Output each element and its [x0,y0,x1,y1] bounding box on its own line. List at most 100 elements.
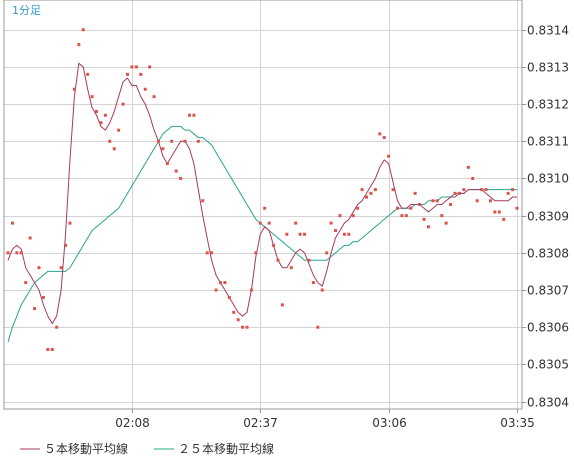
y-tick-label: 0.8305 [527,358,569,372]
price-point [511,188,515,192]
y-tick-label: 0.8304 [527,396,569,410]
price-point [431,199,435,203]
price-point [342,232,346,236]
price-point [95,110,99,114]
ma5-line [7,62,517,325]
price-point [356,206,360,210]
price-point [90,95,94,99]
legend: ５本移動平均線 ２５本移動平均線 [20,441,274,456]
price-point [68,221,72,225]
price-point [223,281,227,285]
price-point [347,232,351,236]
price-point [391,188,395,192]
price-point [334,229,338,233]
price-point [152,95,156,99]
price-point [241,325,245,329]
price-point [471,176,475,180]
ma25-layer [7,125,517,343]
y-tick-label: 0.8307 [527,284,569,298]
price-point [10,221,14,225]
chart-title: 1分足 [12,4,41,17]
price-point [338,214,342,218]
price-point [6,251,10,255]
y-tick-label: 0.8311 [527,135,569,149]
price-point [373,188,377,192]
price-point [360,188,364,192]
grid-layer [4,0,522,409]
price-point [37,266,41,270]
plot-frame [3,0,523,410]
price-point [280,303,284,307]
y-tick-label: 0.8312 [527,98,569,112]
price-point [143,87,147,91]
price-point [462,188,466,192]
legend-ma25-label: ２５本移動平均線 [178,441,274,456]
price-point [236,318,240,322]
price-point [435,199,439,203]
price-point [444,221,448,225]
price-point [174,169,178,173]
price-point [480,188,484,192]
y-tick-label: 0.8314 [527,24,569,38]
price-point [396,206,399,210]
price-point [400,214,404,218]
price-point [214,288,218,292]
price-point [369,191,373,195]
legend-ma5-label: ５本移動平均線 [44,441,128,456]
x-tick-label: 02:37 [243,416,278,430]
price-point [466,165,470,169]
price-point [387,154,391,158]
price-point [196,139,200,143]
x-tick-label: 02:08 [115,416,150,430]
price-point [493,210,497,214]
price-point [272,243,276,247]
price-point [161,147,165,151]
price-point [449,203,453,206]
price-point [404,214,408,218]
price-point [156,139,160,143]
price-point [320,288,324,292]
price-point [139,72,143,76]
price-point [81,28,85,32]
price-point [276,258,280,262]
price-point [325,251,329,255]
price-point [19,251,23,255]
price-point [249,288,253,292]
price-point [285,232,289,236]
price-point [440,214,444,218]
price-point [15,251,19,255]
y-tick-label: 0.8313 [527,61,569,75]
price-point [382,136,386,140]
price-point [50,348,54,352]
price-point [134,65,138,69]
price-point [311,281,315,285]
price-point [130,65,134,69]
price-point [33,307,37,311]
price-point [422,217,426,221]
price-point [179,176,183,180]
y-tick-label: 0.8306 [527,321,569,335]
price-point [418,203,422,206]
price-point [426,225,430,229]
price-point [170,139,174,143]
price-point [201,199,205,203]
price-point [210,251,214,255]
price-point [59,266,63,270]
price-point [24,281,28,285]
price-point [267,221,271,225]
price-point [187,113,191,117]
price-point [103,113,107,117]
y-axis-ticks: 0.8314 0.8313 0.8312 0.8311 0.8310 0.8309 0.83… [522,24,569,410]
ma5-layer [7,62,517,325]
price-points-layer [6,28,519,352]
price-point [365,195,369,199]
price-point [218,281,222,285]
price-point [227,295,231,299]
price-point [263,206,267,210]
price-point [46,348,50,352]
price-point [117,128,121,132]
price-point [303,232,307,236]
price-point [28,236,32,240]
